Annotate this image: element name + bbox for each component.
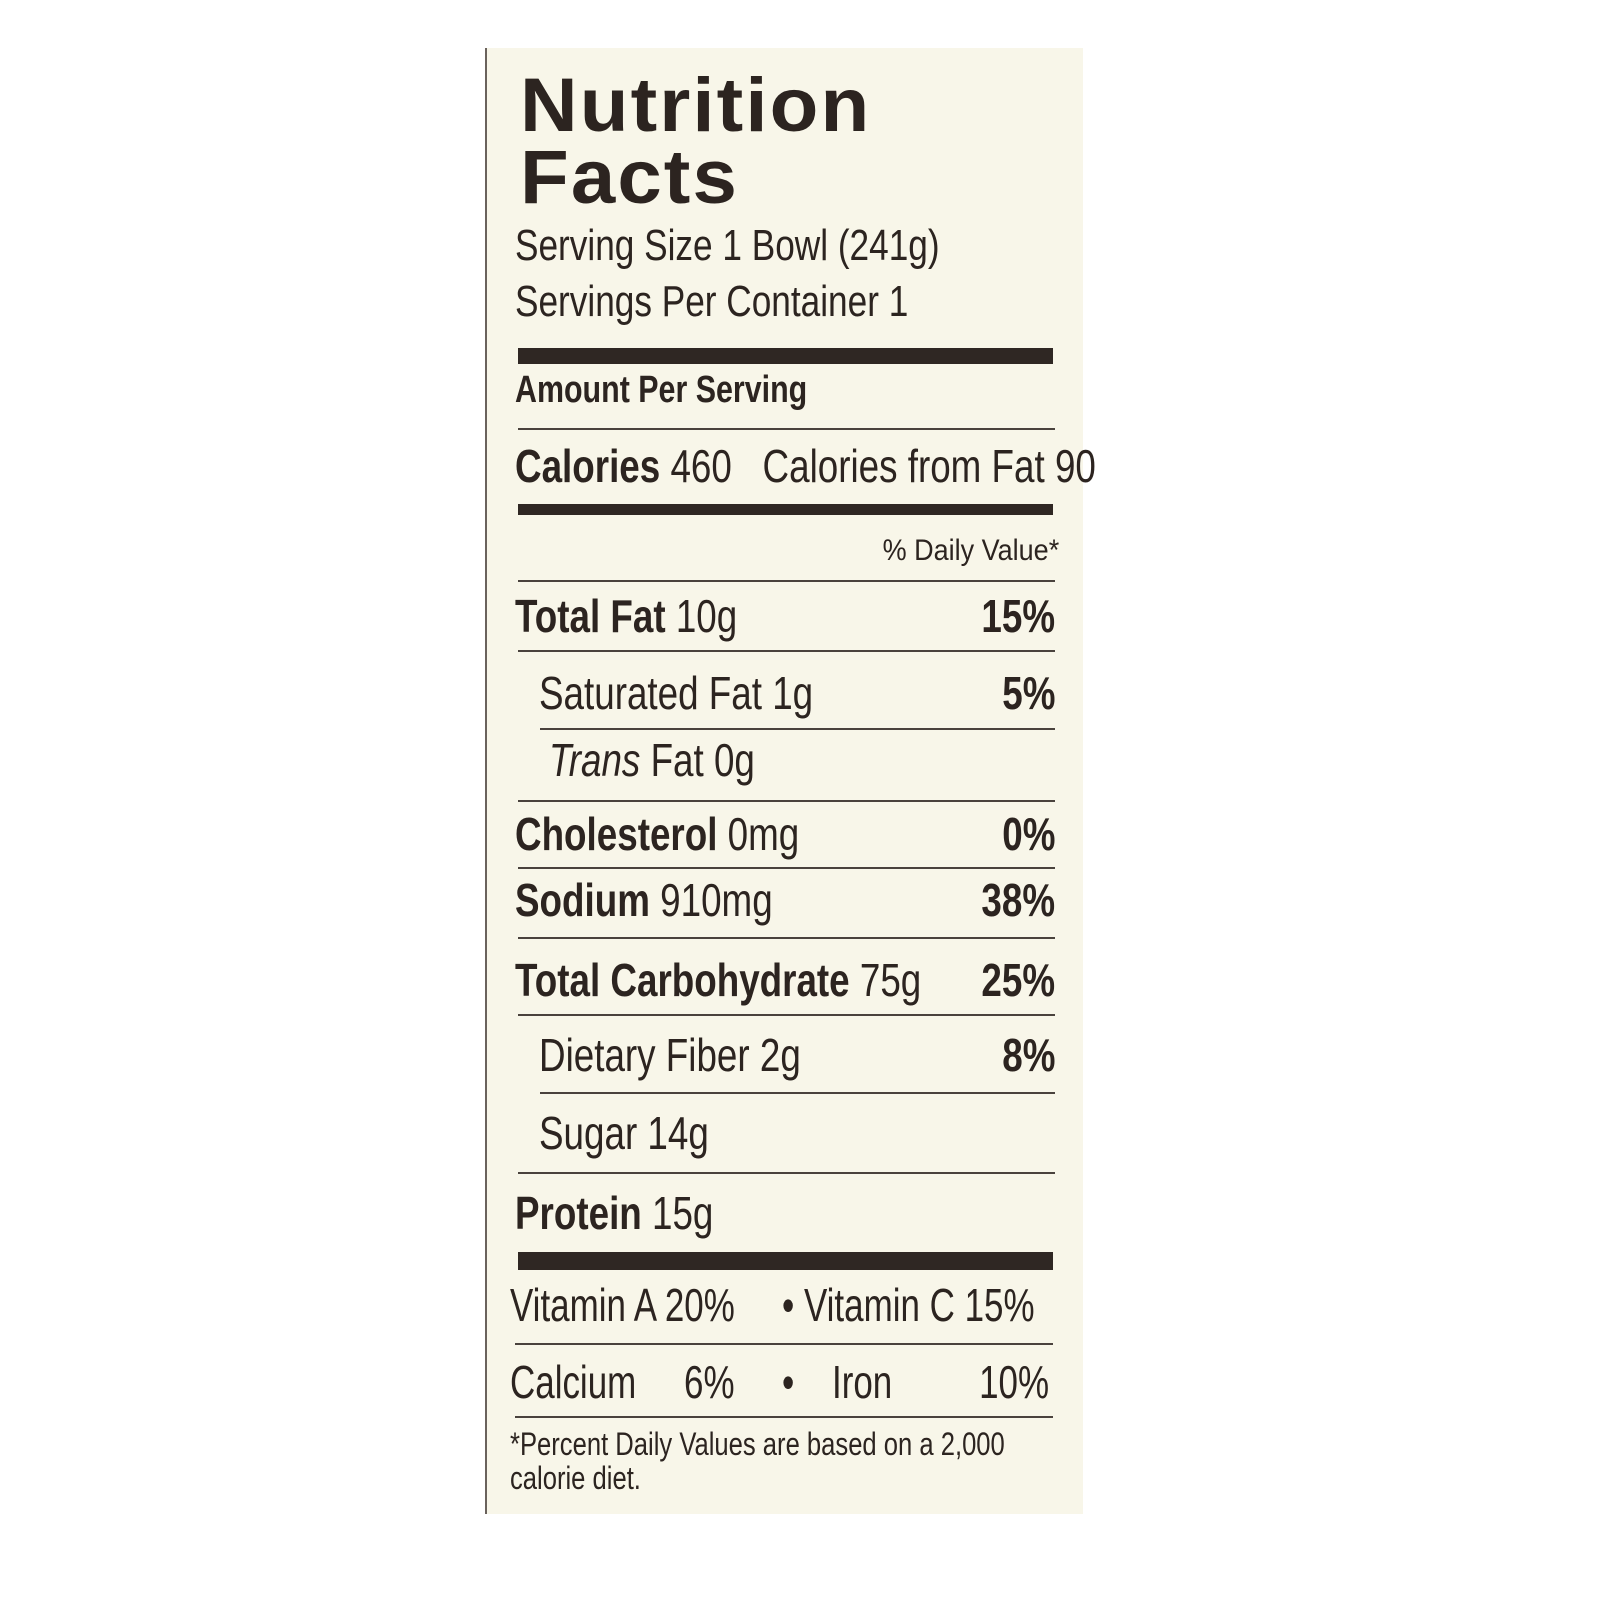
daily-value-header: % Daily Value* <box>882 534 1059 567</box>
footnote-line-2: calorie diet. <box>510 1460 641 1496</box>
divider <box>518 580 1055 582</box>
servings-per-container: Servings Per Container 1 <box>515 277 909 326</box>
divider <box>540 1092 1055 1094</box>
divider <box>518 867 1055 869</box>
nutrient-row-total-fat: Total Fat 10g 15% <box>515 590 1055 642</box>
nutrient-row-trans-fat: Trans Fat 0g <box>549 734 755 786</box>
title-nutrition: Nutrition <box>520 63 872 148</box>
divider <box>518 937 1055 939</box>
nutrient-row-cholesterol: Cholesterol 0mg 0% <box>515 808 1055 860</box>
nutrient-row-protein: Protein 15g <box>515 1187 714 1239</box>
calories-label: Calories <box>515 440 661 492</box>
medium-divider <box>518 504 1053 515</box>
nutrient-row-saturated-fat: Saturated Fat 1g 5% <box>539 667 1055 719</box>
footnote-line-1: *Percent Daily Values are based on a 2,0… <box>510 1426 1005 1462</box>
nutrient-row-total-carbohydrate: Total Carbohydrate 75g 25% <box>515 954 1055 1006</box>
calories-value: 460 <box>670 440 732 492</box>
nutrient-row-sugar: Sugar 14g <box>539 1107 709 1159</box>
divider <box>540 728 1055 730</box>
nutrient-row-sodium: Sodium 910mg 38% <box>515 874 1055 926</box>
thick-divider <box>518 348 1053 364</box>
divider <box>515 1416 1053 1418</box>
divider <box>518 800 1055 802</box>
vitamin-row-2: Calcium 6% • Iron 10% <box>510 1356 1049 1408</box>
divider <box>518 1014 1055 1016</box>
divider <box>518 650 1055 652</box>
title-facts: Facts <box>520 135 739 220</box>
calories-from-fat: Calories from Fat 90 <box>762 440 1096 492</box>
thick-divider <box>518 1252 1053 1270</box>
nutrient-row-dietary-fiber: Dietary Fiber 2g 8% <box>539 1029 1055 1081</box>
serving-size: Serving Size 1 Bowl (241g) <box>515 221 940 270</box>
divider <box>515 1343 1053 1345</box>
divider <box>518 1172 1055 1174</box>
amount-per-serving: Amount Per Serving <box>515 369 808 411</box>
divider <box>518 428 1055 430</box>
vitamin-row-1: Vitamin A 20% • Vitamin C 15% <box>510 1279 1035 1331</box>
